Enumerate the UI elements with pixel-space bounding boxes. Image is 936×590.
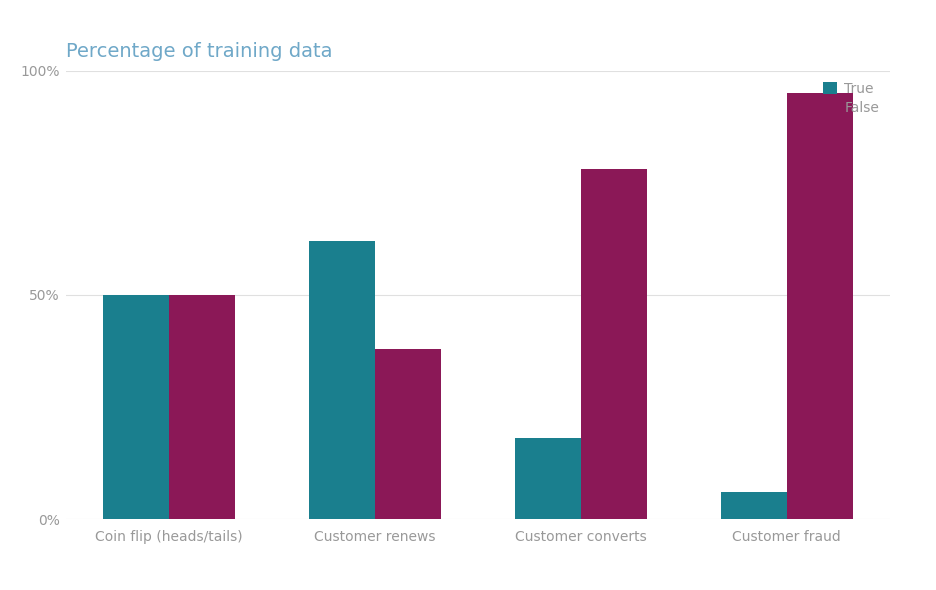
- Bar: [374, 349, 440, 519]
- Bar: [103, 295, 168, 519]
- Bar: [720, 492, 786, 519]
- Bar: [580, 169, 646, 519]
- Bar: [786, 93, 852, 519]
- Text: Percentage of training data: Percentage of training data: [66, 42, 331, 61]
- Legend: True, False: True, False: [818, 78, 883, 120]
- Bar: [168, 295, 235, 519]
- Bar: [515, 438, 580, 519]
- Bar: [309, 241, 374, 519]
